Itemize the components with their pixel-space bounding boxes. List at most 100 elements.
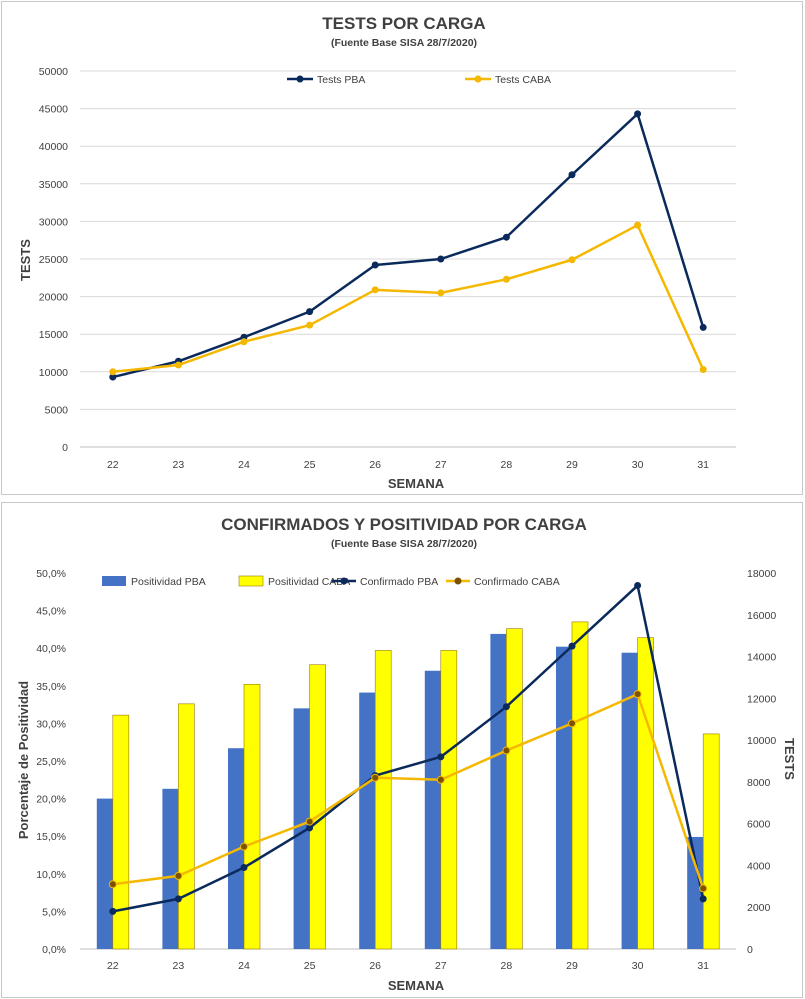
bar — [243, 683, 261, 950]
bar — [440, 650, 458, 950]
chart-subtitle: (Fuente Base SISA 28/7/2020) — [331, 538, 477, 550]
y-tick-label: 40,0% — [36, 643, 66, 655]
y-tick-label: 5,0% — [42, 906, 66, 918]
y2-axis-title: TESTS — [782, 738, 797, 780]
bar — [506, 628, 523, 950]
bar — [621, 652, 638, 949]
data-point — [174, 361, 182, 369]
data-point — [371, 261, 379, 269]
y-tick-label: 0 — [62, 442, 68, 454]
y-axis-title: TESTS — [18, 239, 33, 281]
series-line — [112, 223, 705, 374]
x-tick-label: 27 — [435, 960, 447, 972]
bar — [96, 798, 113, 949]
data-point — [305, 817, 314, 826]
data-point — [502, 703, 510, 711]
y-tick-label: 35000 — [39, 179, 68, 191]
y-tick-label: 25000 — [39, 254, 68, 266]
legend-marker — [454, 577, 462, 585]
y-tick-label: 20000 — [39, 292, 68, 304]
chart-title: TESTS POR CARGA — [322, 14, 485, 33]
y2-tick-label: 2000 — [747, 902, 771, 914]
data-point — [240, 864, 248, 872]
bar — [374, 650, 392, 950]
data-point — [109, 368, 117, 376]
x-axis-title: SEMANA — [388, 978, 445, 993]
x-tick-label: 31 — [697, 459, 709, 471]
bar — [637, 637, 654, 950]
tests-line-chart: TESTS POR CARGA (Fuente Base SISA 28/7/2… — [18, 14, 736, 491]
x-tick-label: 25 — [304, 459, 316, 471]
y-tick-label: 15,0% — [36, 831, 66, 843]
y-tick-label: 30000 — [39, 216, 68, 228]
x-tick-label: 23 — [173, 960, 185, 972]
data-point — [699, 323, 707, 331]
data-point — [568, 256, 576, 264]
x-tick-label: 22 — [107, 960, 119, 972]
y-tick-label: 10,0% — [36, 869, 66, 881]
bar — [556, 646, 572, 949]
data-point — [634, 110, 642, 118]
x-tick-label: 22 — [107, 459, 119, 471]
x-tick-label: 29 — [566, 960, 578, 972]
y-tick-label: 45000 — [39, 104, 68, 116]
y2-tick-label: 18000 — [747, 568, 776, 580]
x-tick-label: 29 — [566, 459, 578, 471]
data-point — [306, 308, 314, 316]
x-tick-label: 30 — [632, 960, 644, 972]
data-point — [568, 171, 576, 179]
chart-subtitle: (Fuente Base SISA 28/7/2020) — [331, 37, 477, 49]
y-tick-label: 30,0% — [36, 718, 66, 730]
bar — [687, 836, 704, 949]
bar — [162, 788, 179, 949]
x-tick-label: 23 — [173, 459, 185, 471]
y-tick-label: 50,0% — [36, 568, 66, 580]
legend-marker — [474, 75, 482, 83]
y-tick-label: 40000 — [39, 141, 68, 153]
bar — [178, 703, 195, 950]
data-point — [437, 289, 445, 297]
data-point — [633, 690, 642, 699]
data-point — [240, 842, 248, 851]
positivity-chart-panel: CONFIRMADOS Y POSITIVIDAD POR CARGA (Fue… — [1, 502, 803, 998]
bar — [424, 670, 441, 949]
bar — [309, 664, 326, 950]
y-tick-label: 45,0% — [36, 606, 66, 618]
y-tick-label: 20,0% — [36, 794, 66, 806]
legend-marker — [340, 577, 348, 585]
y-tick-label: 10000 — [39, 367, 68, 379]
data-point — [502, 746, 511, 755]
bar — [702, 733, 720, 950]
legend-label: Positividad PBA — [131, 576, 206, 588]
data-point — [568, 719, 576, 728]
legend-label: Positividad CABA — [268, 576, 350, 588]
y2-tick-label: 12000 — [747, 693, 776, 705]
y-tick-label: 0,0% — [42, 944, 66, 956]
data-point — [371, 773, 380, 782]
data-point — [306, 321, 314, 329]
y-tick-label: 5000 — [45, 404, 69, 416]
bar — [293, 708, 310, 949]
bar — [571, 621, 589, 950]
tests-chart-panel: TESTS POR CARGA (Fuente Base SISA 28/7/2… — [1, 1, 803, 495]
x-tick-label: 27 — [435, 459, 447, 471]
legend-label: Confirmado PBA — [360, 576, 438, 588]
series-line — [112, 584, 705, 913]
data-point — [436, 775, 445, 784]
data-point — [109, 373, 117, 381]
y-axis-title: Porcentaje de Positividad — [16, 681, 31, 839]
data-point — [568, 642, 576, 650]
data-point — [699, 884, 708, 893]
y-tick-label: 35,0% — [36, 681, 66, 693]
x-axis-title: SEMANA — [388, 476, 445, 491]
series-line — [112, 112, 705, 379]
legend-swatch — [238, 575, 264, 587]
positivity-combo-chart: CONFIRMADOS Y POSITIVIDAD POR CARGA (Fue… — [16, 515, 797, 993]
series-line — [112, 692, 705, 889]
data-point — [437, 255, 445, 263]
x-tick-label: 25 — [304, 960, 316, 972]
data-point — [502, 275, 510, 283]
data-point — [109, 907, 117, 915]
x-tick-label: 31 — [697, 960, 709, 972]
x-tick-label: 26 — [369, 960, 381, 972]
